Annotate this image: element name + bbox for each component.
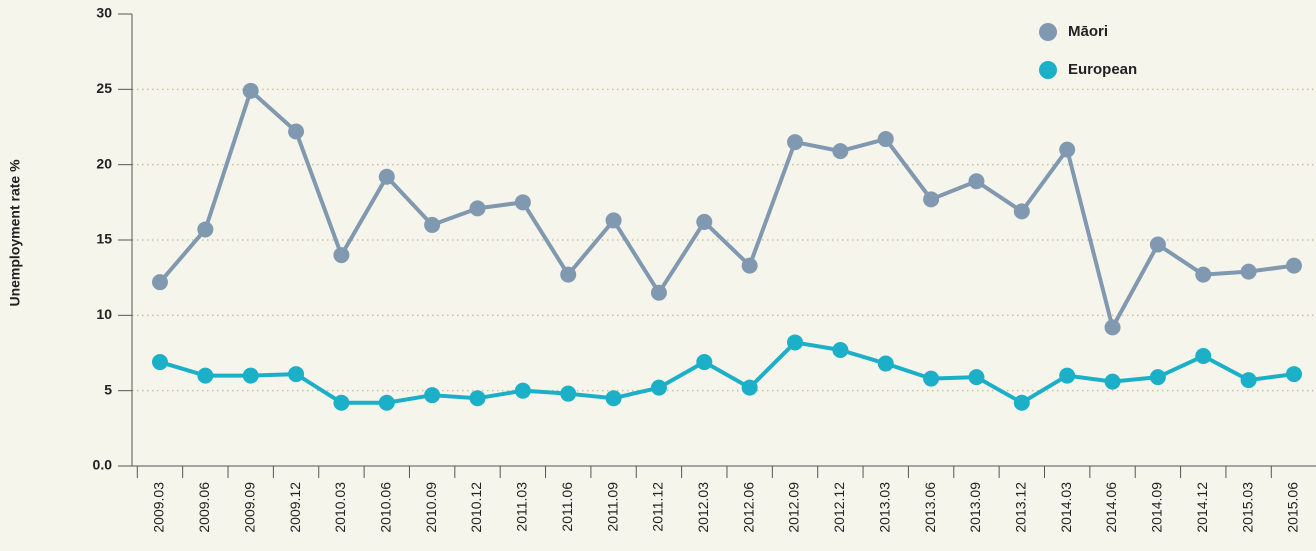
x-tick-label: 2013.09: [967, 482, 983, 533]
data-point: [832, 143, 849, 160]
data-point: [288, 123, 305, 140]
data-point: [1059, 141, 1076, 158]
data-point: [650, 284, 667, 301]
data-point: [333, 247, 350, 264]
data-point: [696, 354, 713, 371]
data-point: [923, 191, 940, 208]
y-tick-label: 25: [96, 80, 112, 96]
x-tick-label: 2009.03: [151, 482, 167, 533]
data-point: [787, 334, 804, 351]
x-tick-label: 2014.12: [1194, 482, 1210, 533]
data-point: [288, 366, 305, 383]
y-tick-label: 20: [96, 155, 112, 171]
y-tick-label: 5: [104, 381, 112, 397]
data-point: [741, 379, 758, 396]
data-point: [787, 134, 804, 151]
data-point: [1149, 236, 1166, 253]
data-point: [1285, 366, 1302, 383]
legend-marker: [1039, 23, 1057, 41]
data-point: [424, 387, 441, 404]
x-tick-label: 2012.03: [695, 482, 711, 533]
x-tick-label: 2009.06: [196, 482, 212, 533]
data-point: [197, 221, 214, 238]
data-point: [968, 173, 985, 190]
x-tick-label: 2011.03: [514, 482, 530, 532]
x-tick-label: 2010.03: [332, 482, 348, 533]
data-point: [696, 213, 713, 230]
data-point: [560, 385, 577, 402]
data-point: [877, 355, 894, 372]
x-tick-label: 2011.09: [604, 482, 620, 532]
x-tick-label: 2010.06: [377, 482, 393, 533]
data-point: [1195, 266, 1212, 283]
data-point: [151, 274, 168, 291]
x-tick-label: 2009.09: [241, 482, 257, 533]
data-point: [378, 168, 395, 185]
data-point: [514, 382, 531, 399]
x-tick-label: 2014.09: [1149, 482, 1165, 533]
y-tick-label: 30: [96, 5, 112, 21]
y-tick-label: 10: [96, 306, 112, 322]
data-point: [1104, 373, 1121, 390]
series-line: [158, 88, 1295, 330]
data-point: [1149, 369, 1166, 386]
x-tick-label: 2013.03: [876, 482, 892, 533]
x-tick-label: 2011.12: [650, 482, 666, 532]
x-tick-label: 2014.03: [1058, 482, 1074, 533]
x-tick-label: 2015.06: [1285, 482, 1301, 533]
data-point: [968, 369, 985, 386]
data-point: [1240, 372, 1257, 389]
legend-label: European: [1068, 61, 1137, 78]
x-tick-label: 2012.09: [786, 482, 802, 533]
data-point: [1195, 348, 1212, 365]
data-point: [923, 370, 940, 387]
data-point: [560, 266, 577, 283]
data-point: [424, 216, 441, 233]
x-tick-label: 2009.12: [287, 482, 303, 533]
data-point: [741, 257, 758, 274]
data-point: [197, 367, 214, 384]
data-point: [1013, 394, 1030, 411]
x-tick-label: 2012.06: [740, 482, 756, 533]
legend-marker: [1039, 61, 1057, 79]
x-tick-label: 2014.06: [1103, 482, 1119, 533]
data-point: [650, 379, 667, 396]
data-point: [605, 212, 622, 229]
data-point: [242, 367, 259, 384]
y-tick-label: 0.0: [93, 457, 113, 473]
y-tick-label: 15: [96, 231, 112, 247]
data-point: [1104, 319, 1121, 336]
data-point: [832, 341, 849, 358]
data-point: [1013, 203, 1030, 220]
legend-label: Māori: [1068, 23, 1108, 40]
data-point: [242, 82, 259, 99]
data-point: [378, 394, 395, 411]
x-tick-label: 2015.03: [1239, 482, 1255, 533]
x-tick-label: 2013.12: [1013, 482, 1029, 533]
data-point: [877, 131, 894, 148]
data-point: [514, 194, 531, 211]
data-point: [1240, 263, 1257, 280]
x-tick-label: 2010.12: [468, 482, 484, 533]
data-point: [333, 394, 350, 411]
x-tick-label: 2011.06: [559, 482, 575, 532]
data-point: [605, 390, 622, 407]
x-tick-label: 2013.06: [922, 482, 938, 533]
data-point: [469, 390, 486, 407]
series-line: [159, 340, 1295, 405]
x-tick-label: 2012.12: [831, 482, 847, 533]
data-point: [151, 354, 168, 371]
data-point: [469, 200, 486, 217]
data-point: [1059, 367, 1076, 384]
x-tick-label: 2010.09: [423, 482, 439, 533]
y-axis-label: Unemployment rate %: [7, 159, 23, 307]
data-point: [1285, 257, 1302, 274]
